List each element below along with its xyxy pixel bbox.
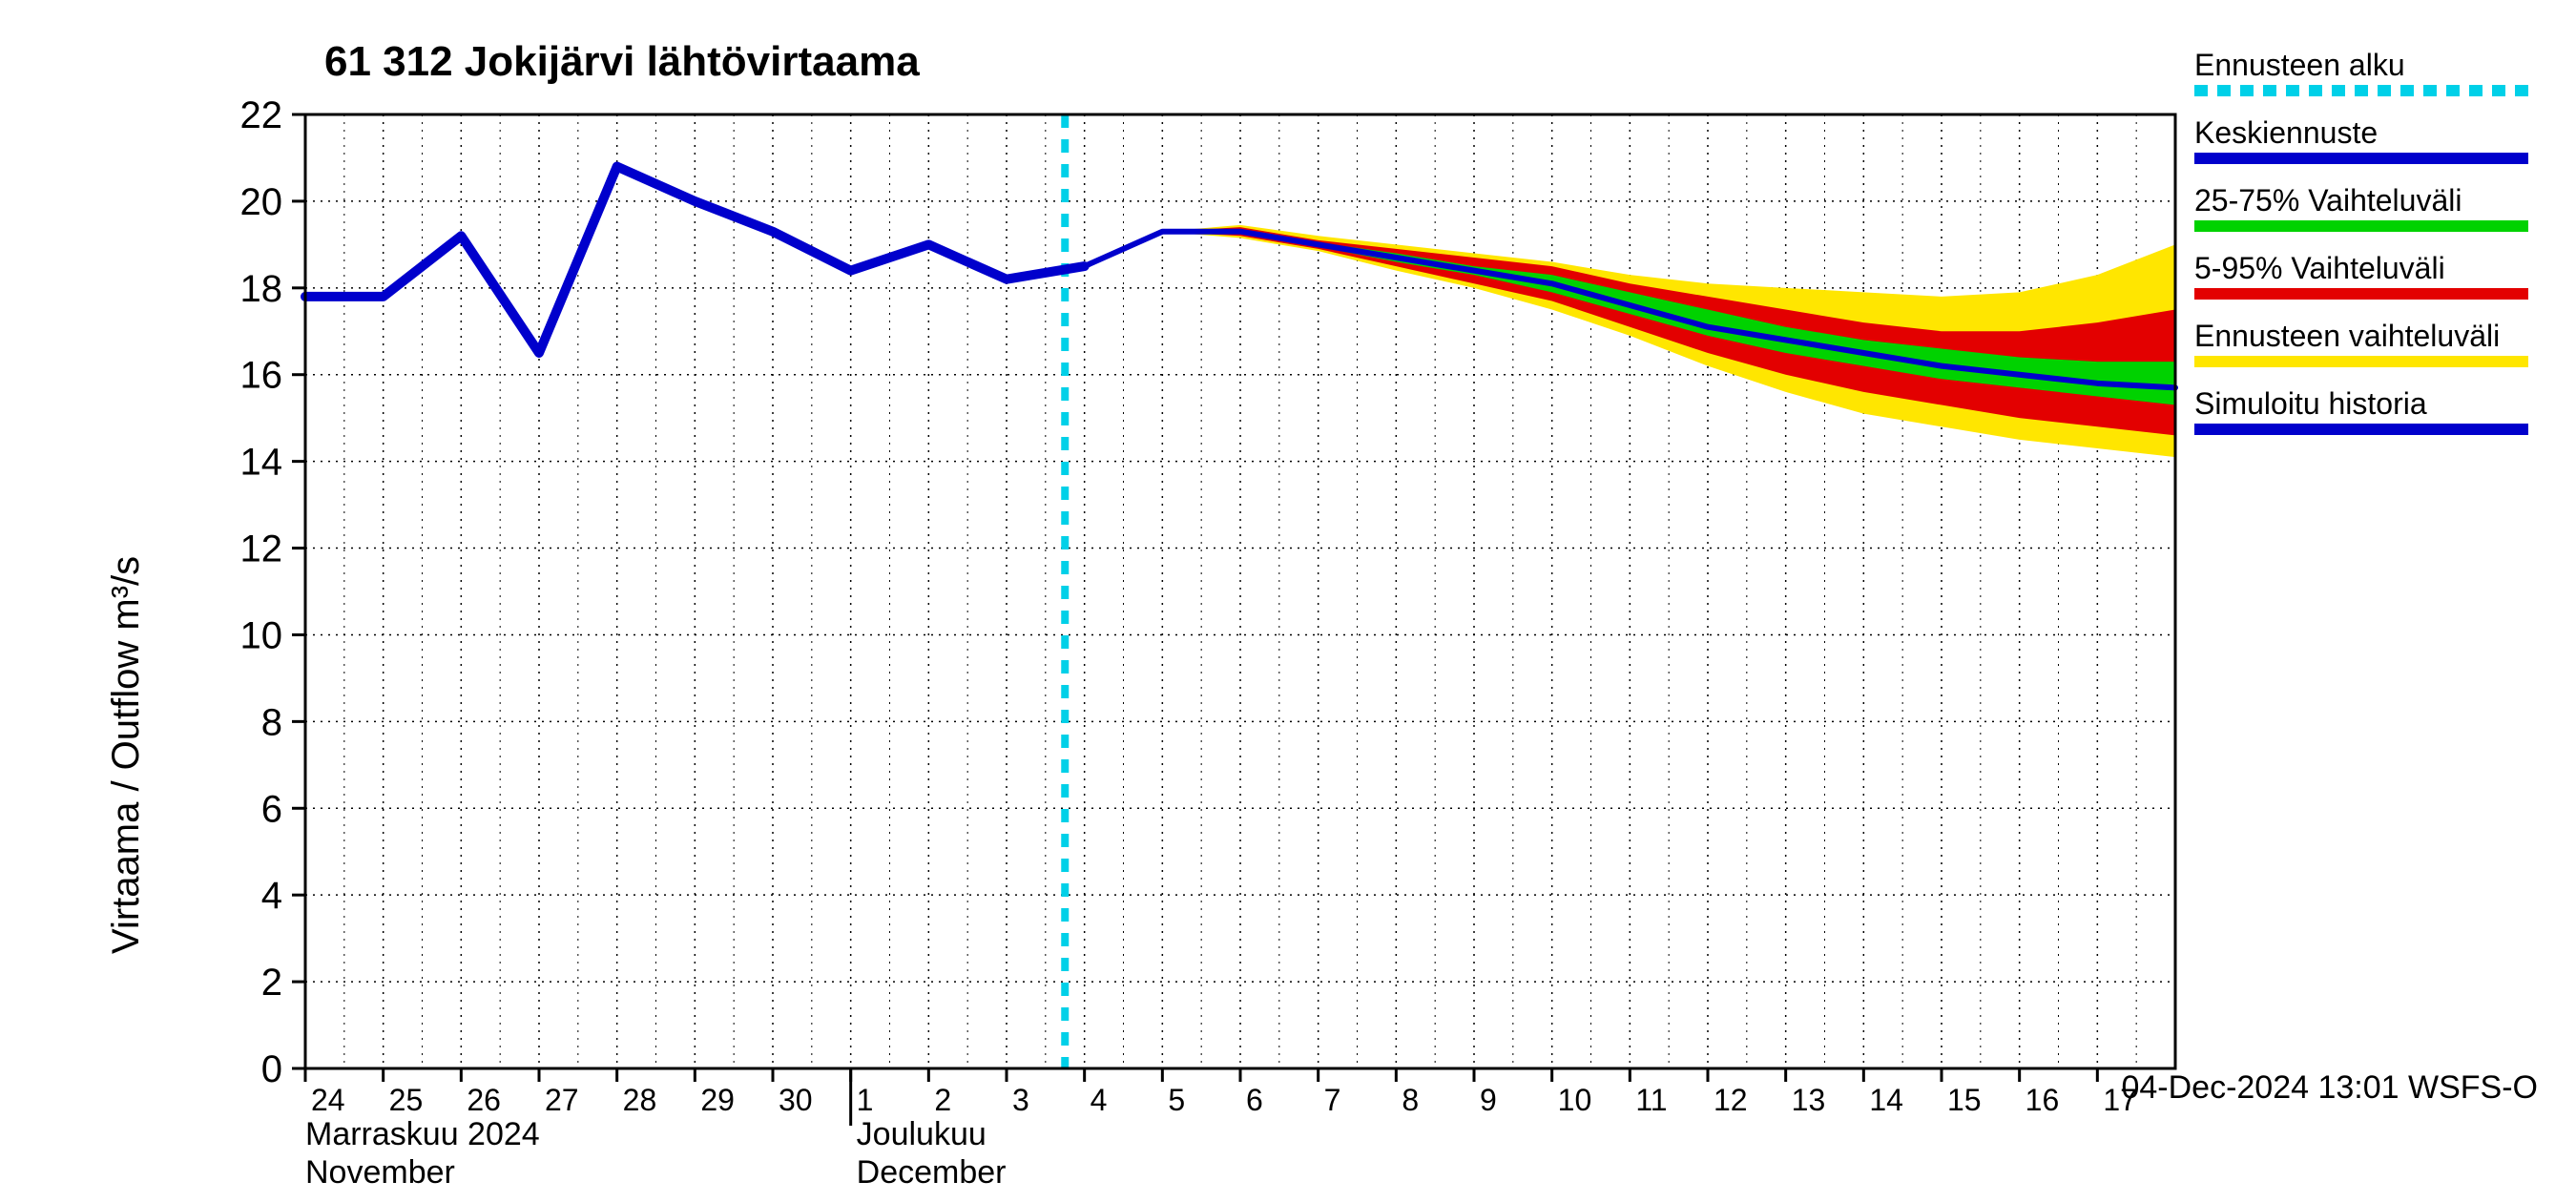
legend-item: 25-75% Vaihteluväli: [2194, 183, 2528, 232]
x-tick-label: 27: [545, 1083, 579, 1117]
x-tick-label: 13: [1792, 1083, 1826, 1117]
month-label-right-en: December: [857, 1154, 1007, 1192]
chart-plot: 0246810121416182022242526272829301234567…: [172, 114, 2252, 1202]
legend-item: Simuloitu historia: [2194, 386, 2528, 435]
y-tick-label: 4: [261, 875, 282, 917]
legend-label: Simuloitu historia: [2194, 386, 2528, 422]
x-tick-label: 26: [467, 1083, 501, 1117]
legend-label: Keskiennuste: [2194, 115, 2528, 151]
x-tick-label: 1: [857, 1083, 874, 1117]
x-tick-label: 15: [1947, 1083, 1982, 1117]
legend-label: 5-95% Vaihteluväli: [2194, 251, 2528, 286]
x-tick-label: 29: [700, 1083, 735, 1117]
x-tick-label: 8: [1402, 1083, 1419, 1117]
legend-swatch: [2194, 85, 2528, 96]
footer-timestamp: 04-Dec-2024 13:01 WSFS-O: [2121, 1069, 2538, 1107]
legend-label: 25-75% Vaihteluväli: [2194, 183, 2528, 218]
month-label-right-fi: Joulukuu: [857, 1116, 987, 1153]
chart-title: 61 312 Jokijärvi lähtövirtaama: [324, 38, 920, 86]
x-tick-label: 28: [623, 1083, 657, 1117]
x-tick-label: 7: [1324, 1083, 1341, 1117]
y-tick-label: 14: [240, 442, 283, 484]
y-tick-label: 22: [240, 94, 283, 136]
x-tick-label: 10: [1558, 1083, 1592, 1117]
x-tick-label: 14: [1869, 1083, 1903, 1117]
y-tick-label: 16: [240, 355, 283, 397]
legend-item: Ennusteen vaihteluväli: [2194, 319, 2528, 367]
x-tick-label: 9: [1480, 1083, 1497, 1117]
chart-canvas: 61 312 Jokijärvi lähtövirtaama Virtaama …: [0, 0, 2576, 1145]
y-tick-label: 12: [240, 528, 283, 570]
legend-label: Ennusteen alku: [2194, 48, 2528, 83]
x-tick-label: 5: [1168, 1083, 1185, 1117]
y-tick-label: 20: [240, 181, 283, 223]
y-tick-label: 6: [261, 788, 282, 830]
x-tick-label: 6: [1246, 1083, 1263, 1117]
x-tick-label: 3: [1012, 1083, 1029, 1117]
legend: Ennusteen alku Keskiennuste 25-75% Vaihtel…: [2194, 48, 2528, 454]
y-tick-label: 0: [261, 1048, 282, 1090]
y-tick-label: 10: [240, 614, 283, 656]
legend-item: 5-95% Vaihteluväli: [2194, 251, 2528, 300]
month-label-left-fi: Marraskuu 2024: [305, 1116, 540, 1153]
y-tick-label: 2: [261, 962, 282, 1004]
legend-swatch: [2194, 220, 2528, 232]
x-tick-label: 30: [779, 1083, 813, 1117]
legend-swatch: [2194, 356, 2528, 367]
y-tick-label: 8: [261, 701, 282, 743]
legend-item: Keskiennuste: [2194, 115, 2528, 164]
y-tick-label: 18: [240, 268, 283, 310]
month-label-left-en: November: [305, 1154, 455, 1192]
legend-item: Ennusteen alku: [2194, 48, 2528, 96]
x-tick-label: 2: [934, 1083, 951, 1117]
y-axis-label: Virtaama / Outflow m³/s: [105, 556, 148, 954]
legend-swatch: [2194, 288, 2528, 300]
legend-swatch: [2194, 424, 2528, 435]
x-tick-label: 25: [389, 1083, 424, 1117]
x-tick-label: 24: [311, 1083, 345, 1117]
legend-label: Ennusteen vaihteluväli: [2194, 319, 2528, 354]
x-tick-label: 4: [1091, 1083, 1108, 1117]
x-tick-label: 11: [1635, 1083, 1667, 1117]
x-tick-label: 16: [2025, 1083, 2060, 1117]
legend-swatch: [2194, 153, 2528, 164]
x-tick-label: 12: [1714, 1083, 1748, 1117]
